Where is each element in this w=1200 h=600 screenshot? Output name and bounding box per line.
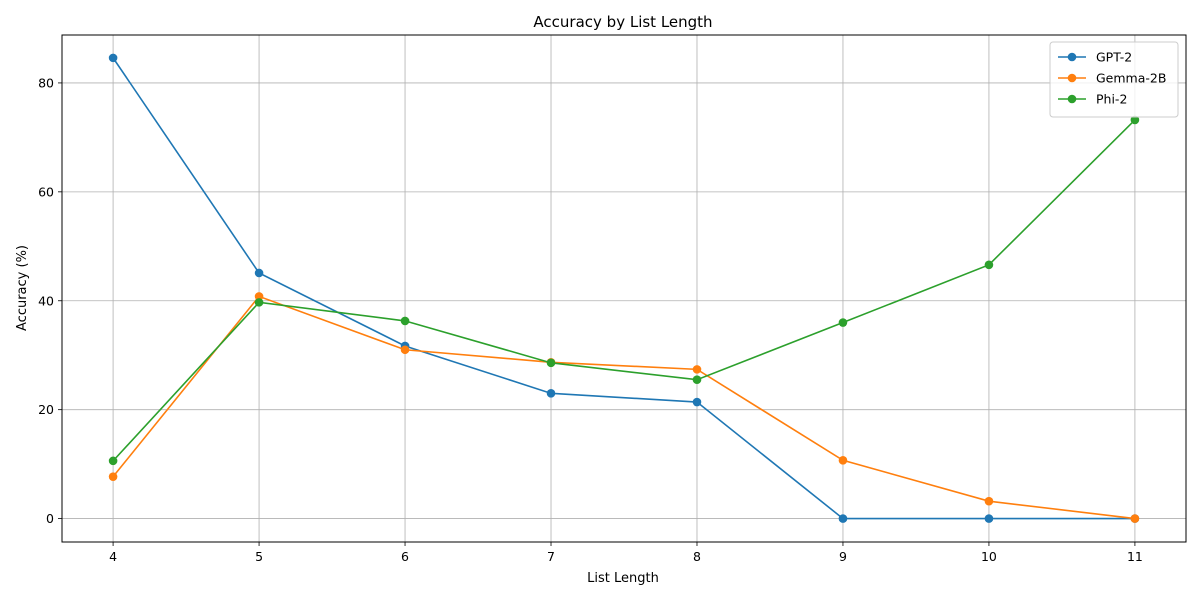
legend-swatch-marker [1067,52,1077,62]
y-tick-label: 0 [46,511,54,526]
y-tick-label: 40 [38,293,54,308]
data-point-gemma-2b [400,345,410,355]
legend: GPT-2 Gemma-2B Phi-2 [1049,41,1179,118]
legend-item-gemma-2b: Gemma-2B [1058,71,1166,86]
y-tick-label: 60 [38,184,54,199]
grid-lines [62,35,1186,542]
x-tick-label: 5 [255,549,263,564]
legend-label: GPT-2 [1096,50,1132,65]
series-gpt-2 [108,53,1140,523]
data-point-gemma-2b [1130,514,1140,523]
legend-item-phi-2: Phi-2 [1058,92,1127,107]
data-point-gemma-2b [108,472,118,481]
data-point-gpt-2 [692,397,702,407]
x-tick-label: 6 [401,549,409,564]
data-point-gemma-2b [254,292,264,301]
legend-item-gpt-2: GPT-2 [1058,50,1132,65]
data-point-phi-2 [1130,115,1140,125]
data-point-gemma-2b [838,456,848,465]
data-point-phi-2 [984,260,994,270]
x-tick-label: 7 [547,549,555,564]
series-line-phi-2 [112,119,1136,462]
data-point-gpt-2 [546,389,556,398]
legend-label: Gemma-2B [1096,71,1166,86]
legend-swatch-marker [1067,73,1077,83]
legend-swatch-marker [1067,94,1077,104]
data-point-gpt-2 [984,514,994,523]
data-point-gemma-2b [984,496,994,506]
x-tick-label: 4 [109,549,117,564]
x-tick-label: 11 [1127,549,1143,564]
data-point-phi-2 [546,358,556,368]
x-axis: 4 5 6 7 8 9 10 11 [109,542,1143,564]
series-lines [108,53,1140,523]
series-phi-2 [108,115,1140,466]
data-point-phi-2 [108,456,118,466]
x-axis-label: List Length [587,571,659,586]
data-point-gemma-2b [692,365,702,374]
series-line-gpt-2 [112,57,1135,520]
data-point-gpt-2 [838,514,848,523]
data-point-gpt-2 [108,53,118,63]
y-axis: 0 20 40 60 80 [38,75,62,526]
y-tick-label: 80 [38,75,54,90]
legend-label: Phi-2 [1096,92,1127,107]
chart-title: Accuracy by List Length [533,13,712,31]
data-point-phi-2 [254,298,264,307]
x-tick-label: 10 [981,549,997,564]
x-tick-label: 8 [693,549,701,564]
data-point-phi-2 [400,316,410,326]
data-point-gpt-2 [254,268,264,278]
y-axis-label: Accuracy (%) [15,245,30,331]
plot-area [61,34,1187,543]
data-point-phi-2 [838,318,848,327]
y-tick-label: 20 [38,402,54,417]
x-tick-label: 9 [839,549,847,564]
data-point-phi-2 [692,375,702,385]
